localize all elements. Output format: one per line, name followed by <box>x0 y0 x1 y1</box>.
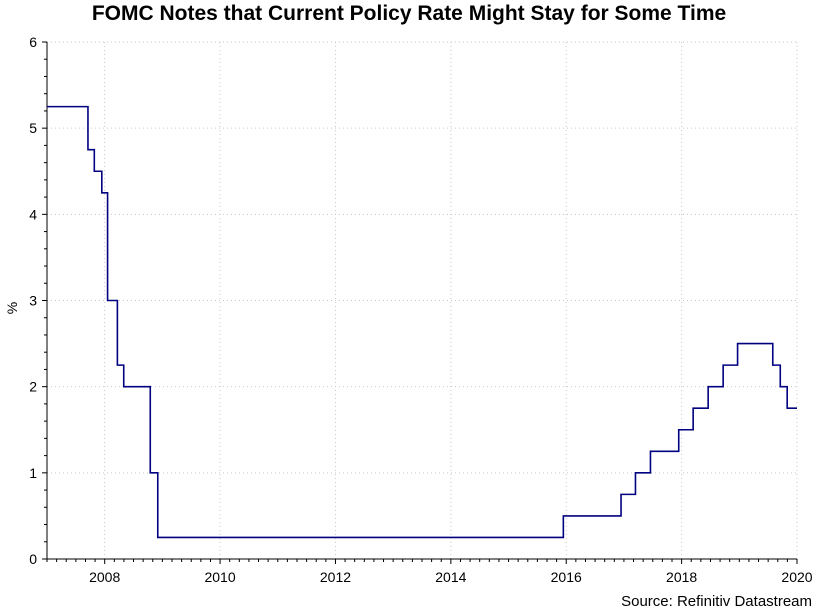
y-tick-label: 1 <box>29 465 37 481</box>
chart-title: FOMC Notes that Current Policy Rate Migh… <box>91 2 727 25</box>
y-tick-label: 6 <box>29 34 37 50</box>
y-tick-label: 0 <box>29 551 37 567</box>
y-tick-label: 4 <box>29 206 37 222</box>
x-tick-label: 2010 <box>204 569 235 585</box>
policy-rate-line <box>47 105 797 539</box>
y-tick-label: 3 <box>29 293 37 309</box>
y-tick-label: 2 <box>29 379 37 395</box>
x-tick-label: 2012 <box>320 569 351 585</box>
x-tick-label: 2016 <box>551 569 582 585</box>
grid-lines <box>47 41 798 559</box>
x-tick-label: 2018 <box>666 569 697 585</box>
axes <box>42 41 798 564</box>
tick-labels: 0 1 2 3 4 5 6 2008 2010 2012 2014 2016 2018 2020 <box>29 34 813 585</box>
x-tick-label: 2014 <box>435 569 466 585</box>
x-tick-label: 2020 <box>781 569 812 585</box>
y-tick-label: 5 <box>29 120 37 136</box>
source-note: Source: Refinitiv Datastream <box>621 593 812 610</box>
series-layer <box>47 105 797 539</box>
x-tick-label: 2008 <box>89 569 120 585</box>
